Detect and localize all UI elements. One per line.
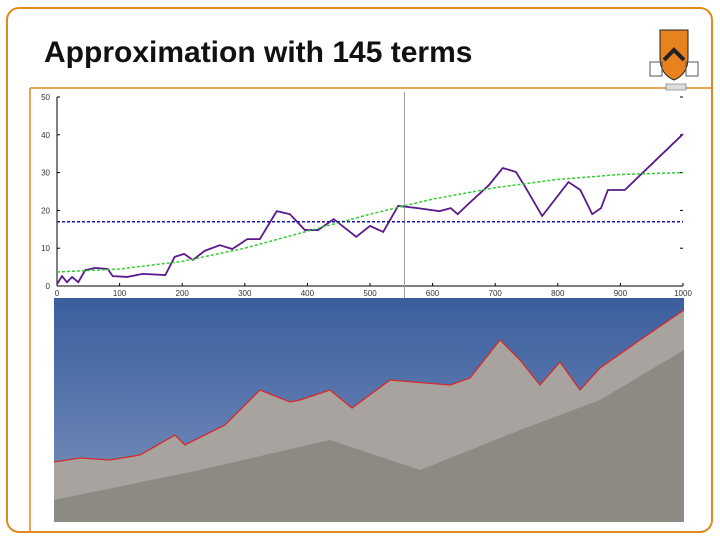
x-tick-label: 700 [489,289,503,298]
photo [53,298,685,522]
x-tick-label: 500 [363,289,377,298]
series-line [56,171,684,273]
x-tick-label: 200 [176,289,190,298]
x-tick-label: 600 [426,289,440,298]
y-tick-label: 40 [41,131,50,140]
x-tick-label: 100 [113,289,127,298]
y-tick-label: 20 [41,206,50,215]
x-tick-label: 800 [551,289,565,298]
x-tick-label: 1000 [674,289,692,298]
x-tick-label: 900 [614,289,628,298]
y-tick-label: 30 [41,169,50,178]
x-tick-label: 300 [238,289,252,298]
series-line [56,133,684,285]
slide-title: Approximation with 145 terms [44,36,472,69]
y-tick-label: 50 [41,93,50,102]
x-tick-label: 400 [301,289,315,298]
plot-area [38,92,685,288]
y-tick-label: 10 [41,244,50,253]
x-tick-label: 0 [55,289,60,298]
logo [649,29,699,91]
y-tick-label: 0 [46,282,51,291]
